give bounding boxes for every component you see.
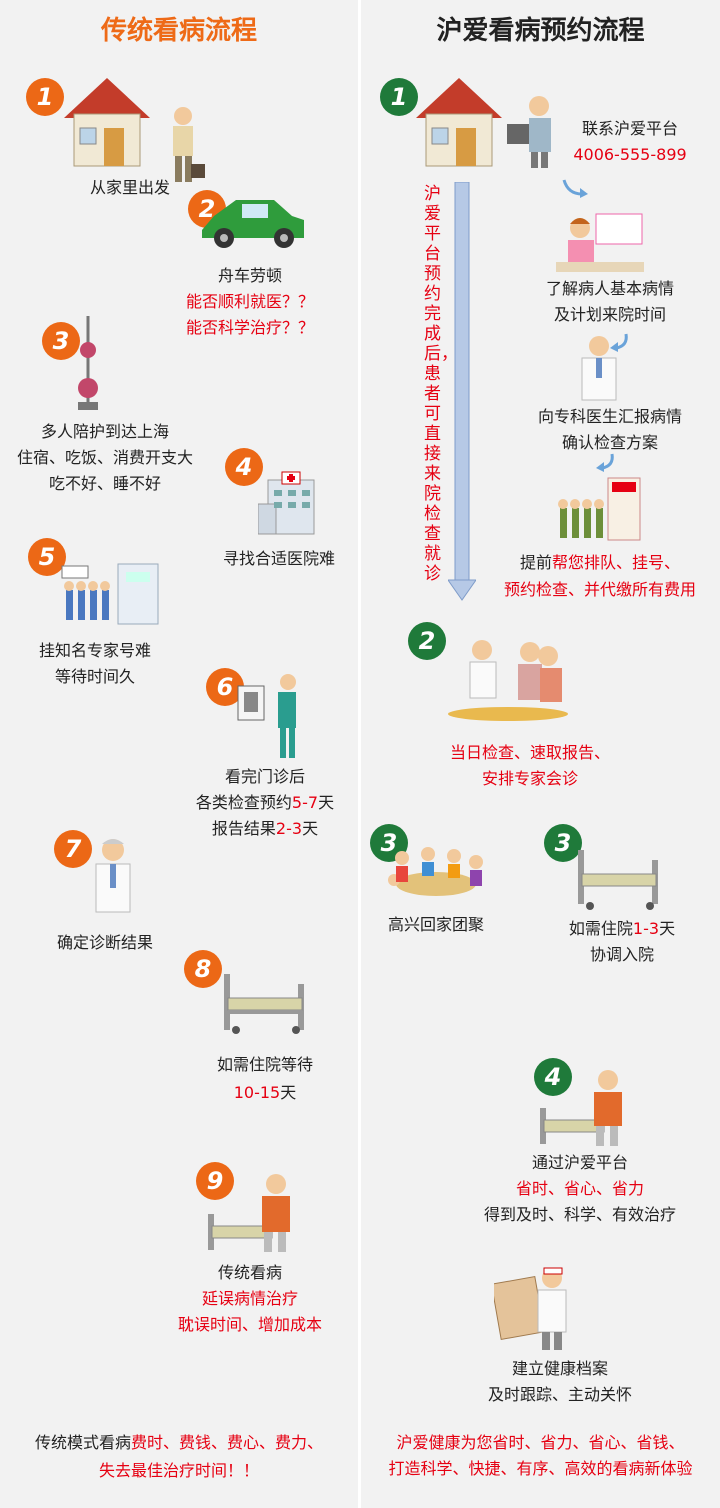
- step-badge: 4: [225, 448, 263, 486]
- step-text: 从家里出发: [89, 178, 170, 197]
- patient-bed-icon: [540, 1070, 622, 1146]
- hospital-icon: [258, 471, 315, 535]
- family-reunion-icon: [388, 847, 483, 896]
- step-text: 提前帮您排队、挂号、: [519, 553, 681, 572]
- step-badge: 4: [534, 1058, 572, 1096]
- step-badge: 3: [42, 322, 80, 360]
- step-text: 各类检查预约5-7天: [195, 793, 335, 812]
- step-badge: 9: [196, 1162, 234, 1200]
- step-red-text: 当日检查、速取报告、: [449, 743, 610, 762]
- queue-window-icon: [558, 477, 641, 541]
- phone-number: 4006-555-899: [573, 145, 687, 164]
- step-text: 高兴回家团聚: [387, 915, 484, 934]
- consultation-icon: [448, 640, 568, 721]
- step-text: 住宿、吃饭、消费开支大: [16, 448, 193, 467]
- doctor-xray-icon: [237, 674, 296, 758]
- traditional-column: [0, 0, 358, 1508]
- step-badge: 2: [408, 622, 446, 660]
- house-icon: [64, 78, 150, 167]
- step-text: 及计划来院时间: [553, 305, 666, 324]
- huai-footer-red: 打造科学、快捷、有序、高效的看病新体验: [388, 1459, 693, 1478]
- step-text: 10-15天: [233, 1083, 297, 1102]
- column-divider: [358, 0, 361, 1508]
- huai-footer-red: 沪爱健康为您省时、省力、省心、省钱、: [396, 1433, 685, 1452]
- step-text: 传统看病: [217, 1263, 282, 1282]
- curve-arrow-icon: [596, 453, 614, 472]
- step-badge: 1: [26, 78, 64, 116]
- curve-arrow-icon: [562, 179, 588, 198]
- doctor-icon: [95, 839, 131, 913]
- step-red-text: 省时、省心、省力: [515, 1179, 644, 1198]
- step-red-text: 能否科学治疗？？: [185, 318, 314, 337]
- traveler-icon: [173, 107, 205, 182]
- step-red-text: 预约检查、并代缴所有费用: [503, 580, 696, 599]
- traditional-footer-red: 失去最佳治疗时间！！: [98, 1461, 259, 1480]
- step-text: 挂知名专家号难: [38, 641, 151, 660]
- patient-bed-icon: [208, 1174, 290, 1252]
- step-text: 等待时间久: [54, 667, 135, 686]
- step-text: 寻找合适医院难: [222, 549, 335, 568]
- step-text: 协调入院: [589, 945, 654, 964]
- hospital-bed-icon: [224, 974, 304, 1034]
- step-badge: 3: [544, 824, 582, 862]
- step-text: 确定诊断结果: [56, 933, 153, 952]
- queue-icon: [61, 563, 159, 625]
- step-badge: 7: [54, 830, 92, 868]
- operator-icon: [556, 213, 644, 272]
- car-icon: [202, 200, 304, 248]
- step-badge: 8: [184, 950, 222, 988]
- step-text: 建立健康档案: [511, 1359, 608, 1378]
- step-text: 确认检查方案: [561, 433, 658, 452]
- step-red-text: 延误病情治疗: [201, 1289, 298, 1308]
- elder-phone-icon: [507, 96, 551, 168]
- huai-title: 沪爱看病预约流程: [436, 16, 645, 46]
- hospital-bed-icon: [578, 850, 658, 910]
- step-text: 通过沪爱平台: [531, 1153, 628, 1172]
- curve-arrow-icon: [610, 333, 628, 352]
- down-arrow-icon: [448, 182, 476, 601]
- traditional-footer: 传统模式看病费时、费钱、费心、费力、: [34, 1433, 324, 1452]
- step-badge: 1: [380, 78, 418, 116]
- step-text: 看完门诊后: [224, 767, 305, 786]
- traditional-title: 传统看病流程: [100, 16, 257, 46]
- step-text: 吃不好、睡不好: [48, 474, 161, 493]
- vertical-note: 沪爱平台预约完成后，患者可直接来院检查就诊: [424, 184, 458, 584]
- step-text: 舟车劳顿: [217, 266, 282, 285]
- step-text: 多人陪护到达上海: [40, 422, 169, 441]
- health-record-icon: [494, 1267, 567, 1350]
- step-red-text: 能否顺利就医？？: [185, 292, 314, 311]
- step-red-text: 安排专家会诊: [481, 769, 578, 788]
- step-text: 如需住院等待: [216, 1055, 313, 1074]
- contact-label: 联系沪爱平台: [581, 119, 678, 138]
- doctor-icon: [581, 336, 617, 401]
- huai-column: [361, 0, 720, 1508]
- house-icon: [416, 78, 502, 167]
- step-text: 得到及时、科学、有效治疗: [483, 1205, 676, 1224]
- step-red-text: 耽误时间、增加成本: [177, 1315, 322, 1334]
- step-text: 向专科医生汇报病情: [537, 407, 682, 426]
- step-text: 如需住院1-3天: [568, 919, 676, 938]
- step-text: 及时跟踪、主动关怀: [487, 1385, 632, 1404]
- step-text: 了解病人基本病情: [545, 279, 674, 298]
- tv-tower-icon: [78, 316, 98, 410]
- step-text: 报告结果2-3天: [211, 819, 319, 838]
- step-badge: 5: [28, 538, 66, 576]
